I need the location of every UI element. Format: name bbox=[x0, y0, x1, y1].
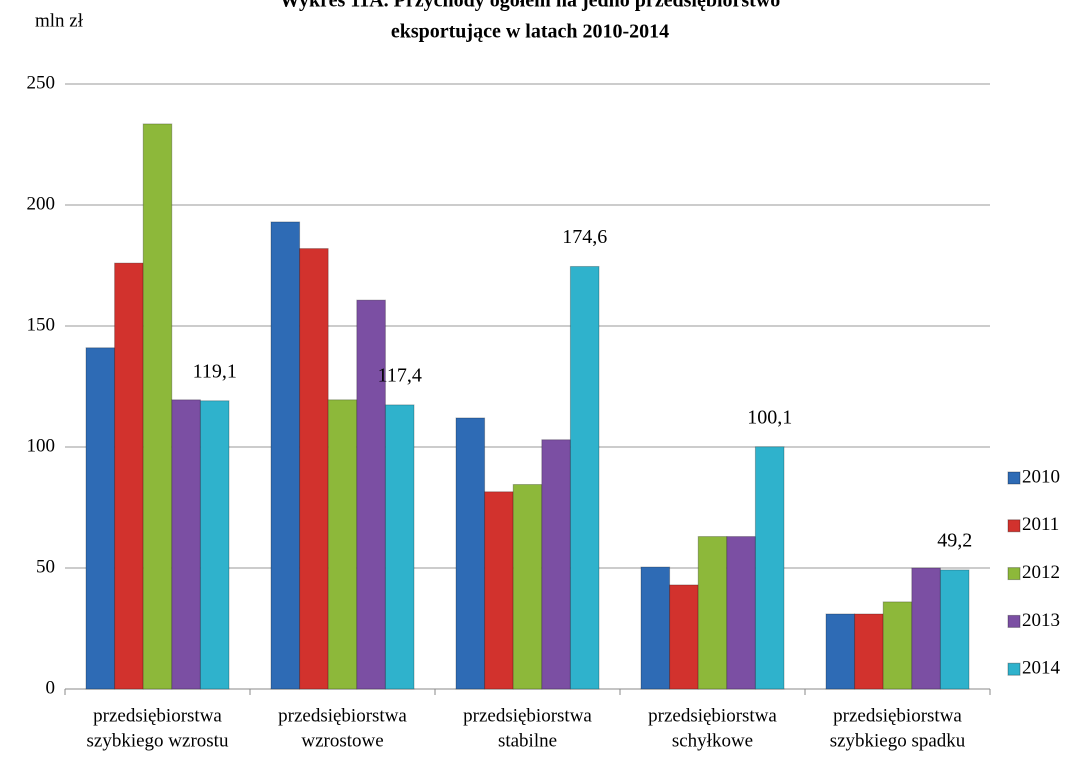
legend-label: 2013 bbox=[1022, 610, 1060, 631]
bar bbox=[569, 265, 600, 690]
bar bbox=[726, 536, 756, 690]
x-tick-label: wzrostowe bbox=[301, 730, 383, 751]
bar bbox=[854, 613, 884, 690]
bar bbox=[669, 584, 699, 690]
bar bbox=[541, 439, 571, 690]
bar bbox=[754, 446, 785, 690]
data-label: 119,1 bbox=[193, 360, 237, 382]
y-tick-label: 50 bbox=[36, 556, 55, 577]
legend-label: 2012 bbox=[1022, 562, 1060, 583]
bar bbox=[455, 417, 486, 690]
legend-swatch bbox=[1007, 519, 1021, 533]
legend-swatch bbox=[1007, 471, 1021, 485]
x-tick-label: przedsiębiorstwa bbox=[93, 705, 222, 726]
bar bbox=[171, 399, 201, 690]
y-tick-label: 150 bbox=[27, 314, 56, 335]
legend-swatch bbox=[1007, 567, 1021, 581]
bar bbox=[142, 123, 173, 690]
data-label: 100,1 bbox=[747, 406, 792, 428]
bar bbox=[939, 569, 970, 690]
y-tick-label: 0 bbox=[46, 677, 56, 698]
bar bbox=[484, 491, 514, 690]
bar bbox=[825, 613, 856, 690]
x-tick-label: przedsiębiorstwa bbox=[833, 705, 962, 726]
bar bbox=[356, 299, 386, 690]
bar bbox=[512, 484, 543, 690]
bar bbox=[327, 399, 358, 690]
chart-title: Wykres 11A. Przychody ogółem na jedno pr… bbox=[280, 0, 781, 12]
legend-label: 2011 bbox=[1022, 514, 1059, 535]
bar bbox=[911, 567, 941, 690]
bar bbox=[697, 536, 728, 690]
data-label: 49,2 bbox=[937, 530, 972, 552]
x-tick-label: stabilne bbox=[498, 730, 557, 751]
x-tick-label: przedsiębiorstwa bbox=[463, 705, 592, 726]
data-label: 117,4 bbox=[378, 364, 422, 386]
legend-label: 2010 bbox=[1022, 466, 1060, 487]
bar bbox=[882, 601, 913, 690]
legend-label: 2014 bbox=[1022, 658, 1061, 679]
bar bbox=[384, 404, 415, 690]
bar bbox=[270, 221, 301, 690]
data-label: 174,6 bbox=[562, 226, 607, 248]
x-tick-label: szybkiego wzrostu bbox=[87, 730, 229, 751]
chart-title: eksportujące w latach 2010-2014 bbox=[391, 21, 669, 43]
legend-swatch bbox=[1007, 614, 1021, 628]
bar bbox=[114, 262, 144, 690]
y-axis-label: mln zł bbox=[35, 10, 84, 31]
x-tick-label: przedsiębiorstwa bbox=[648, 705, 777, 726]
bar bbox=[299, 248, 329, 690]
bar bbox=[199, 400, 230, 690]
y-tick-label: 250 bbox=[27, 72, 56, 93]
x-tick-label: schyłkowe bbox=[672, 730, 753, 751]
x-tick-label: przedsiębiorstwa bbox=[278, 705, 407, 726]
x-tick-label: szybkiego spadku bbox=[830, 730, 966, 751]
legend-swatch bbox=[1007, 662, 1021, 676]
bar bbox=[85, 347, 116, 690]
y-tick-label: 100 bbox=[27, 435, 56, 456]
y-tick-label: 200 bbox=[27, 193, 56, 214]
bar bbox=[640, 566, 671, 690]
